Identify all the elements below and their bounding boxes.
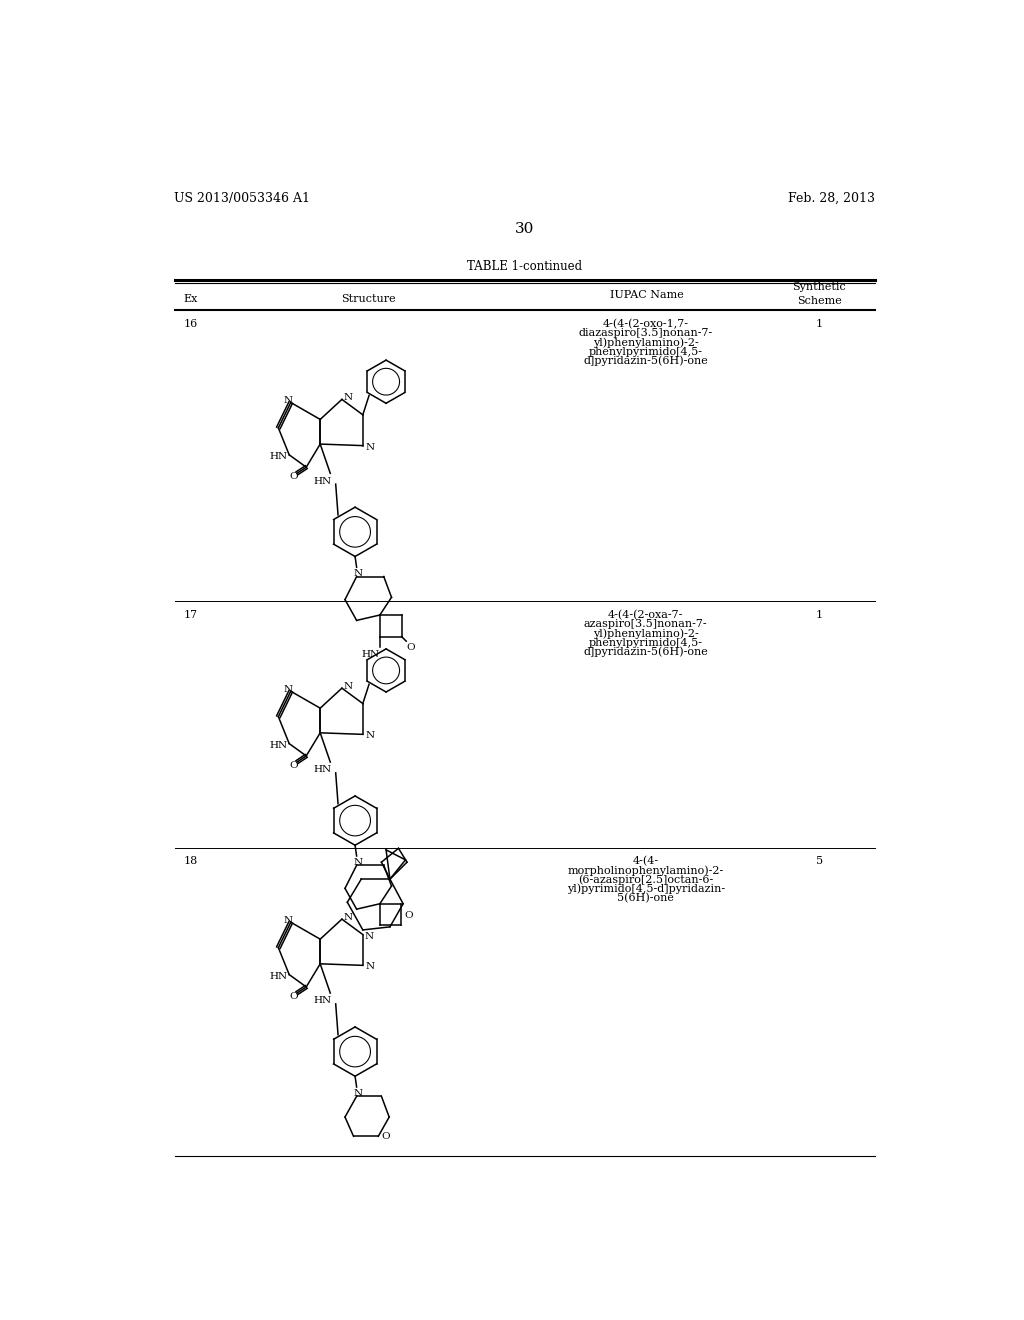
Text: N: N [365, 932, 374, 941]
Text: morpholinophenylamino)-2-: morpholinophenylamino)-2- [567, 866, 724, 876]
Text: O: O [290, 760, 298, 770]
Text: d]pyridazin-5(6H)-one: d]pyridazin-5(6H)-one [584, 355, 708, 366]
Text: azaspiro[3.5]nonan-7-: azaspiro[3.5]nonan-7- [584, 619, 708, 630]
Text: N: N [283, 685, 292, 694]
Text: N: N [343, 682, 352, 692]
Text: Feb. 28, 2013: Feb. 28, 2013 [788, 191, 876, 205]
Text: Ex: Ex [183, 293, 199, 304]
Text: HN: HN [313, 997, 332, 1006]
Text: 17: 17 [183, 610, 198, 620]
Text: N: N [283, 916, 292, 925]
Text: O: O [404, 911, 413, 920]
Text: US 2013/0053346 A1: US 2013/0053346 A1 [174, 191, 310, 205]
Text: HN: HN [269, 972, 288, 981]
Text: N: N [283, 396, 292, 405]
Text: HN: HN [313, 477, 332, 486]
Text: (6-azaspiro[2.5]octan-6-: (6-azaspiro[2.5]octan-6- [579, 875, 714, 886]
Text: N: N [366, 442, 375, 451]
Text: 4-(4-: 4-(4- [633, 857, 658, 866]
Text: O: O [290, 991, 298, 1001]
Text: 18: 18 [183, 857, 198, 866]
Text: N: N [353, 858, 362, 867]
Text: N: N [343, 913, 352, 923]
Text: phenylpyrimido[4,5-: phenylpyrimido[4,5- [589, 347, 702, 356]
Text: N: N [353, 1089, 362, 1098]
Text: 5: 5 [816, 857, 823, 866]
Text: d]pyridazin-5(6H)-one: d]pyridazin-5(6H)-one [584, 647, 708, 657]
Text: Structure: Structure [341, 293, 395, 304]
Text: 1: 1 [816, 319, 823, 329]
Text: yl)phenylamino)-2-: yl)phenylamino)-2- [593, 337, 698, 347]
Text: 5(6H)-one: 5(6H)-one [617, 894, 674, 903]
Text: 16: 16 [183, 319, 198, 329]
Text: N: N [343, 393, 352, 403]
Text: phenylpyrimido[4,5-: phenylpyrimido[4,5- [589, 638, 702, 648]
Text: HN: HN [313, 766, 332, 775]
Text: N: N [366, 731, 375, 741]
Text: O: O [407, 643, 415, 652]
Text: yl)pyrimido[4,5-d]pyridazin-: yl)pyrimido[4,5-d]pyridazin- [566, 884, 725, 895]
Text: 4-(4-(2-oxo-1,7-: 4-(4-(2-oxo-1,7- [603, 318, 689, 329]
Text: Synthetic
Scheme: Synthetic Scheme [793, 282, 846, 305]
Text: 30: 30 [515, 222, 535, 236]
Text: O: O [290, 473, 298, 480]
Text: TABLE 1-continued: TABLE 1-continued [467, 260, 583, 273]
Text: HN: HN [269, 451, 288, 461]
Text: N: N [353, 569, 362, 578]
Text: yl)phenylamino)-2-: yl)phenylamino)-2- [593, 628, 698, 639]
Text: HN: HN [269, 741, 288, 750]
Text: 4-(4-(2-oxa-7-: 4-(4-(2-oxa-7- [608, 610, 683, 620]
Text: 1: 1 [816, 610, 823, 620]
Text: HN: HN [361, 649, 380, 659]
Text: diazaspiro[3.5]nonan-7-: diazaspiro[3.5]nonan-7- [579, 329, 713, 338]
Text: IUPAC Name: IUPAC Name [610, 290, 684, 301]
Text: N: N [366, 962, 375, 972]
Text: O: O [382, 1131, 390, 1140]
